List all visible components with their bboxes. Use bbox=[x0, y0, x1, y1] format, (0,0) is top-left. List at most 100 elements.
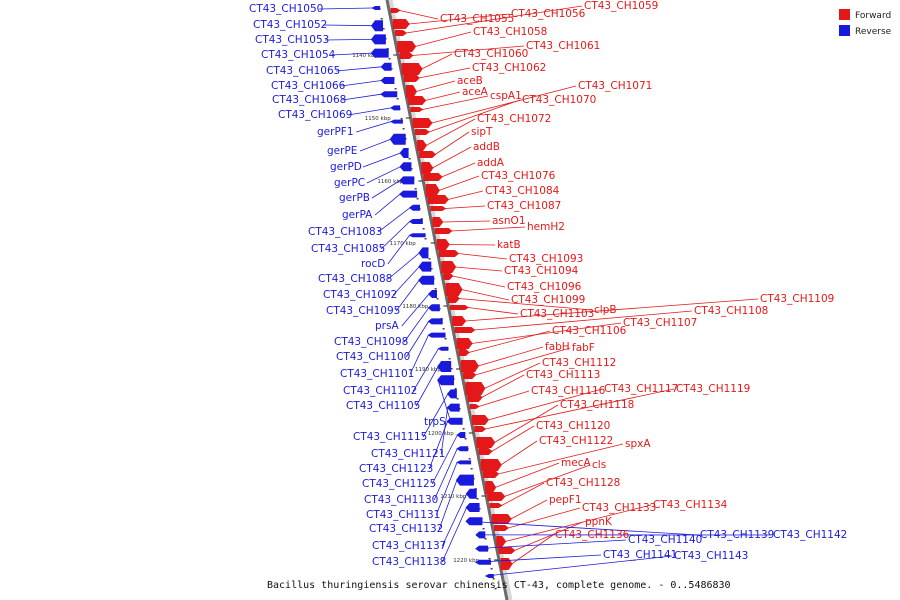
reverse-leader-line bbox=[401, 293, 430, 327]
forward-leader-line bbox=[415, 80, 456, 92]
forward-leader-line bbox=[501, 482, 545, 506]
tick-label: 1190 kbp bbox=[415, 367, 441, 373]
forward-gene-feature bbox=[454, 327, 476, 333]
forward-gene-label: CT43_CH1134 bbox=[653, 499, 728, 511]
reverse-gene-feature bbox=[380, 77, 395, 84]
forward-gene-label: katB bbox=[497, 239, 521, 251]
forward-gene-label: ppnK bbox=[585, 516, 613, 528]
reverse-gene-feature bbox=[427, 318, 443, 325]
forward-leader-line bbox=[474, 310, 693, 331]
forward-gene-feature bbox=[412, 118, 433, 128]
minor-tick bbox=[482, 528, 485, 530]
minor-tick bbox=[380, 18, 383, 20]
forward-leader-line bbox=[425, 118, 476, 146]
reverse-gene-feature bbox=[455, 474, 474, 486]
forward-gene-feature bbox=[489, 503, 503, 508]
reverse-leader-line bbox=[336, 66, 382, 72]
forward-leader-line bbox=[438, 175, 480, 191]
minor-tick bbox=[396, 98, 399, 100]
forward-gene-label: aceA bbox=[462, 86, 489, 98]
reverse-gene-feature bbox=[456, 446, 469, 452]
forward-gene-feature bbox=[423, 173, 443, 181]
forward-gene-feature bbox=[397, 41, 417, 52]
caption: Bacillus thuringiensis serovar chinensis… bbox=[267, 580, 731, 591]
minor-tick bbox=[414, 188, 417, 190]
forward-gene-feature bbox=[465, 382, 486, 395]
tick-label: 1140 kbp bbox=[352, 53, 378, 59]
minor-tick bbox=[494, 588, 497, 590]
forward-leader-line bbox=[422, 95, 489, 110]
reverse-gene-label: CT43_CH1139 bbox=[700, 529, 774, 541]
forward-gene-label: cspA1 bbox=[490, 90, 522, 102]
forward-leader-line bbox=[484, 362, 541, 389]
reverse-leader-line bbox=[431, 434, 458, 485]
reverse-gene-label: CT43_CH1142 bbox=[773, 529, 847, 541]
reverse-gene-feature bbox=[380, 62, 392, 71]
forward-gene-label: asnO1 bbox=[492, 215, 526, 227]
minor-tick bbox=[450, 368, 453, 370]
reverse-gene-label: CT43_CH1115 bbox=[353, 431, 427, 443]
reverse-gene-label: rocD bbox=[361, 258, 385, 270]
forward-gene-feature bbox=[494, 525, 509, 531]
reverse-leader-line bbox=[437, 380, 452, 423]
reverse-leader-line bbox=[441, 507, 467, 563]
forward-gene-label: CT43_CH1117 bbox=[604, 383, 678, 395]
forward-gene-label: CT43_CH1122 bbox=[539, 435, 613, 447]
forward-leader-line bbox=[415, 31, 472, 47]
forward-leader-line bbox=[457, 253, 508, 260]
forward-gene-label: CT43_CH1107 bbox=[623, 317, 697, 329]
reverse-gene-feature bbox=[389, 119, 403, 124]
reverse-gene-label: CT43_CH1131 bbox=[366, 509, 440, 521]
reverse-gene-label: CT43_CH1052 bbox=[253, 19, 327, 31]
forward-gene-feature bbox=[456, 338, 473, 349]
minor-tick bbox=[408, 158, 411, 160]
reverse-gene-feature bbox=[456, 432, 466, 438]
reverse-gene-feature bbox=[427, 332, 446, 338]
reverse-gene-feature bbox=[399, 148, 409, 158]
minor-tick bbox=[484, 538, 487, 540]
reverse-gene-label: CT43_CH1132 bbox=[369, 523, 443, 535]
forward-gene-feature bbox=[483, 470, 499, 478]
minor-tick bbox=[428, 258, 431, 260]
reverse-gene-label: gerPA bbox=[342, 209, 373, 221]
forward-gene-label: CT43_CH1056 bbox=[511, 8, 586, 20]
tick-label: 1210 kbp bbox=[440, 494, 466, 500]
forward-leader-line bbox=[428, 99, 521, 133]
forward-gene-feature bbox=[421, 162, 434, 174]
forward-gene-feature bbox=[496, 536, 507, 547]
minor-tick bbox=[464, 438, 467, 440]
forward-leader-line bbox=[465, 298, 759, 322]
forward-leader-line bbox=[500, 440, 538, 466]
reverse-leader-line bbox=[438, 479, 458, 530]
reverse-leader-line bbox=[466, 520, 699, 536]
forward-leader-line bbox=[478, 390, 530, 407]
reverse-gene-feature bbox=[408, 233, 426, 238]
minor-tick bbox=[444, 338, 447, 340]
reverse-gene-label: CT43_CH1101 bbox=[340, 368, 414, 380]
forward-gene-feature bbox=[408, 96, 427, 105]
backbone-line bbox=[385, 0, 509, 600]
forward-gene-label: hemH2 bbox=[527, 221, 565, 233]
legend-reverse-swatch bbox=[839, 25, 850, 36]
reverse-leader-line bbox=[359, 138, 391, 152]
reverse-leader-line bbox=[441, 493, 468, 547]
tick-label: 1200 kbp bbox=[428, 431, 454, 437]
forward-leader-line bbox=[445, 205, 486, 209]
reverse-gene-label: CT43_CH1123 bbox=[359, 463, 433, 475]
forward-leader-line bbox=[504, 464, 591, 497]
forward-gene-label: CT43_CH1070 bbox=[522, 94, 596, 106]
forward-leader-line bbox=[442, 220, 491, 223]
reverse-leader-line bbox=[395, 280, 420, 312]
minor-tick bbox=[454, 388, 457, 390]
reverse-leader-line bbox=[428, 421, 448, 470]
forward-gene-label: CT43_CH1096 bbox=[507, 281, 582, 293]
forward-gene-feature bbox=[474, 426, 487, 432]
reverse-gene-feature bbox=[446, 403, 460, 412]
forward-gene-label: CT43_CH1119 bbox=[676, 383, 750, 395]
reverse-leader-line bbox=[362, 152, 401, 168]
forward-gene-label: addB bbox=[473, 141, 500, 153]
forward-gene-label: clpB bbox=[594, 304, 617, 316]
forward-leader-line bbox=[467, 307, 519, 315]
